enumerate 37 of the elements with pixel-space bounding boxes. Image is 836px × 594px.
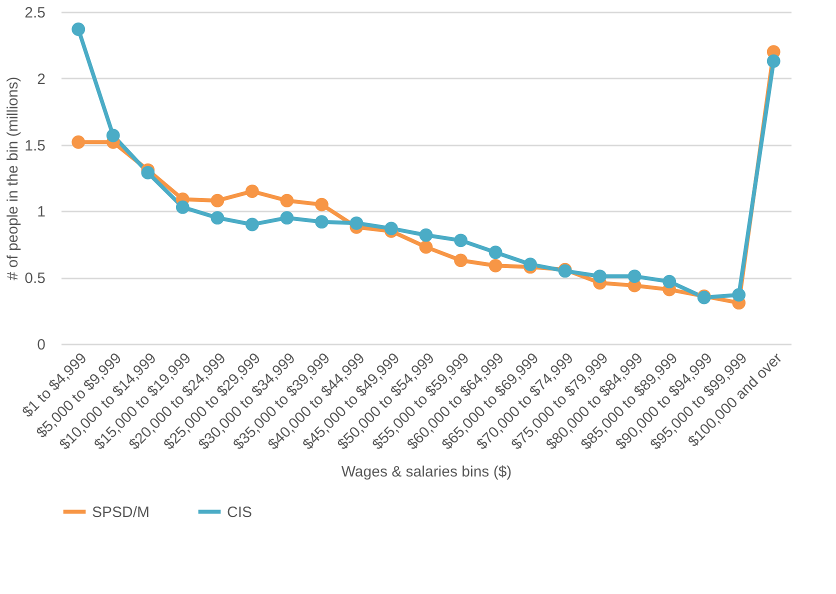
point [384,222,398,236]
y-tick-label: 2 [37,70,46,88]
point [419,240,433,254]
y-tick-label: 2.5 [24,4,46,22]
point [315,198,328,212]
point [488,258,502,272]
y-tick-label: 1.5 [24,137,46,154]
x-axis-title: Wages & salaries bins ($) [341,464,512,481]
legend-label: CIS [227,504,252,521]
point [628,270,642,283]
point [280,194,294,208]
point [454,254,468,268]
point [280,211,294,225]
point [106,128,120,142]
point [732,288,746,302]
legend-label: SPSD/M [92,504,150,521]
point [315,215,328,229]
point [766,54,780,68]
point [141,166,155,180]
y-axis-title: # of people in the bin (millions) [4,76,22,280]
point [454,234,468,248]
point [245,218,259,232]
point [488,246,502,260]
y-tick-label: 0.5 [24,270,46,288]
point [210,194,224,208]
point [350,216,364,230]
point [419,228,433,242]
y-tick-label: 0 [37,336,46,354]
point [662,274,676,288]
point [176,200,190,214]
point [72,22,86,36]
y-tick-label: 1 [37,204,46,221]
point [593,270,607,283]
point [245,184,259,198]
point [72,135,86,149]
point [524,258,537,272]
point [210,211,224,225]
